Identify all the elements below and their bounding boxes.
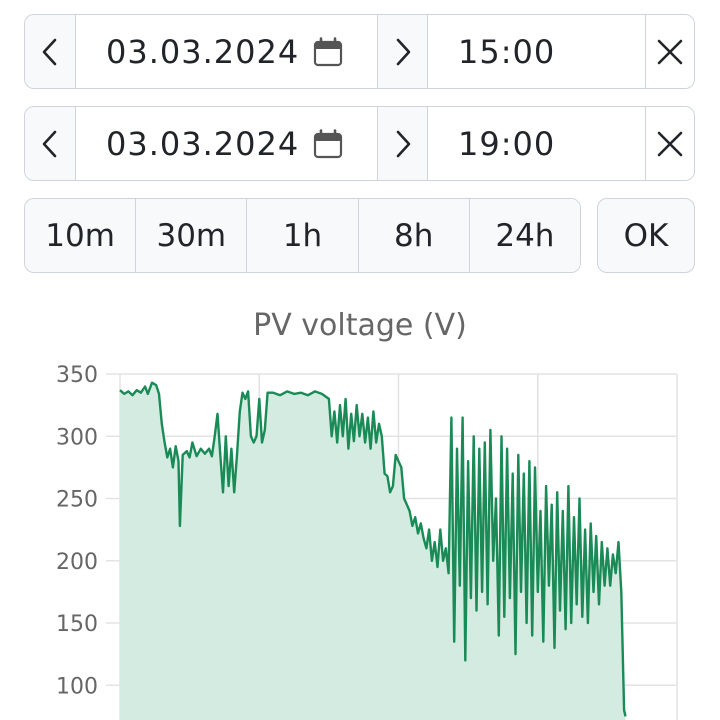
end-datetime-row: 03.03.2024 19:00 — [24, 106, 695, 181]
end-time-input[interactable]: 19:00 — [428, 107, 646, 180]
end-date-input[interactable]: 03.03.2024 — [76, 107, 378, 180]
end-next-day-button[interactable] — [378, 107, 428, 180]
start-clear-button[interactable] — [646, 15, 694, 88]
chart-title: PV voltage (V) — [253, 308, 467, 343]
start-date-value: 03.03.2024 — [106, 32, 300, 71]
close-icon — [657, 131, 683, 156]
start-datetime-row: 03.03.2024 15:00 — [24, 14, 695, 89]
y-tick-label: 150 — [56, 612, 98, 637]
end-clear-button[interactable] — [646, 107, 694, 180]
end-prev-day-button[interactable] — [25, 107, 76, 180]
range-8h-button[interactable]: 8h — [358, 199, 470, 272]
end-datetime-group: 03.03.2024 19:00 — [24, 106, 695, 181]
close-icon — [657, 39, 683, 64]
chevron-right-icon — [396, 38, 410, 65]
y-tick-label: 250 — [56, 488, 98, 513]
pv-voltage-chart: 350 300 250 200 150 100 — [56, 363, 678, 720]
range-24h-button[interactable]: 24h — [469, 199, 580, 272]
calendar-icon[interactable] — [313, 128, 343, 159]
start-prev-day-button[interactable] — [25, 15, 76, 88]
chevron-right-icon — [396, 130, 410, 157]
calendar-icon[interactable] — [313, 36, 343, 67]
start-next-day-button[interactable] — [378, 15, 428, 88]
range-1h-button[interactable]: 1h — [247, 199, 359, 272]
y-tick-label: 300 — [56, 425, 98, 450]
y-tick-label: 100 — [56, 674, 98, 699]
end-time-value: 19:00 — [458, 124, 556, 163]
start-time-input[interactable]: 15:00 — [428, 15, 646, 88]
start-time-value: 15:00 — [458, 32, 556, 71]
range-button-group: 10m 30m 1h 8h 24h — [24, 198, 581, 273]
range-row: 10m 30m 1h 8h 24h OK — [24, 198, 695, 273]
start-date-input[interactable]: 03.03.2024 — [76, 15, 378, 88]
y-tick-label: 350 — [56, 363, 98, 388]
range-10m-button[interactable]: 10m — [25, 199, 137, 272]
y-tick-label: 200 — [56, 550, 98, 575]
chevron-left-icon — [42, 38, 57, 65]
start-datetime-group: 03.03.2024 15:00 — [24, 14, 695, 89]
ok-button[interactable]: OK — [597, 198, 695, 273]
range-30m-button[interactable]: 30m — [136, 199, 248, 272]
end-date-value: 03.03.2024 — [106, 124, 300, 163]
chevron-left-icon — [42, 130, 57, 157]
series-line — [119, 381, 627, 717]
